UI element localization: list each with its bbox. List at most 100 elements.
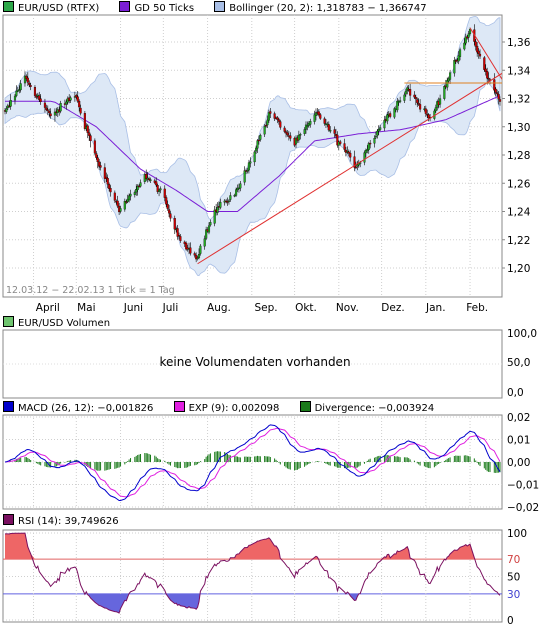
candle-body-down [33,87,37,96]
candle [39,93,42,105]
candle-body-down [323,118,326,124]
candle [404,88,407,97]
candle-body-down [487,77,490,80]
candle [28,80,31,88]
candle [76,91,79,103]
candle [83,110,86,131]
candle-body-down [76,96,79,102]
candle-body-up [376,130,379,136]
candle-body-up [399,100,402,102]
price-x-tick-label: Okt. [295,302,317,314]
candle-body-up [374,135,377,138]
candle-body-up [229,195,232,200]
rsi-y-tick-label: 70 [507,554,520,566]
candle [235,187,238,197]
candle [297,130,300,143]
candle [99,161,102,171]
macd-y-axis: 0,02 0,01 0,00 −0,01 −0,02 [507,412,539,514]
candle [343,138,346,153]
candle [133,190,136,198]
candle-body-down [116,200,119,207]
candle [29,82,32,91]
candle [313,110,316,125]
candle-body-down [163,188,166,198]
candle-body-down [156,185,159,192]
candle [9,94,12,110]
candle [363,150,366,166]
rsi-y-tick-label: 0 [507,615,514,627]
candle [265,121,268,128]
candle-body-down [336,134,339,146]
candle-body-down [166,204,169,209]
candle-body-up [259,135,262,140]
candle-body-down [289,135,292,139]
candle [487,72,490,83]
candle-body-up [453,60,456,74]
candle-body-down [98,161,101,167]
candle-body-up [377,129,380,132]
candle [177,232,181,240]
candle-body-down [176,228,179,237]
legend-item-rsi: RSI (14): 39,749626 [0,514,119,527]
candle [377,125,380,136]
volume-panel: keine Volumendaten vorhanden 100,0 50,0 0,… [2,328,537,399]
candle-body-up [397,101,400,103]
volume-y-axis: 100,0 50,0 0,0 [507,328,537,399]
candle-body-down [145,173,148,179]
candle-body-up [364,150,367,154]
candle [138,183,141,189]
candle [409,83,412,101]
candle-body-up [19,83,22,91]
candle [273,111,276,122]
candle [299,132,302,140]
candle [379,124,382,132]
candle-body-up [383,119,386,129]
candle [116,195,119,209]
candle-body-up [69,97,72,101]
candle [446,77,449,91]
candle [286,129,289,137]
candle [496,89,499,97]
candle [13,93,17,105]
candle-body-down [317,111,320,116]
candle-body-up [233,195,236,197]
candle [393,106,396,119]
rsi-y-tick-label: 30 [507,589,520,601]
candle [364,148,367,158]
candle-body-down [483,57,486,70]
candle-body-down [327,124,330,131]
candle-body-down [269,111,272,114]
candle-body-up [126,198,129,202]
candle-body-up [129,193,132,197]
candle [498,96,502,106]
candle [19,80,22,93]
candle [75,93,78,100]
candle [449,70,452,84]
candle [98,159,101,170]
candle-body-down [493,79,496,91]
candle-body-down [125,201,128,203]
candle-body-down [49,113,52,117]
candle [169,210,172,222]
candle [158,188,161,197]
candle-body-down [103,167,106,179]
candle [159,186,162,194]
candle [269,108,272,118]
candle-body-up [309,121,312,125]
candle [464,33,467,46]
candle [125,199,128,205]
candle-body-up [123,200,126,210]
candle-body-up [247,162,250,171]
candle-body-down [165,197,168,205]
candle-body-up [13,95,17,101]
candle [155,177,158,188]
candle [333,126,336,138]
candle [477,48,480,59]
candle [497,90,500,105]
candle-body-up [209,222,212,226]
rsi-panel: 100 70 50 30 0 [2,528,527,627]
candle [113,190,116,203]
candle [463,38,466,51]
candle [339,139,342,146]
candle-body-down [416,99,419,103]
